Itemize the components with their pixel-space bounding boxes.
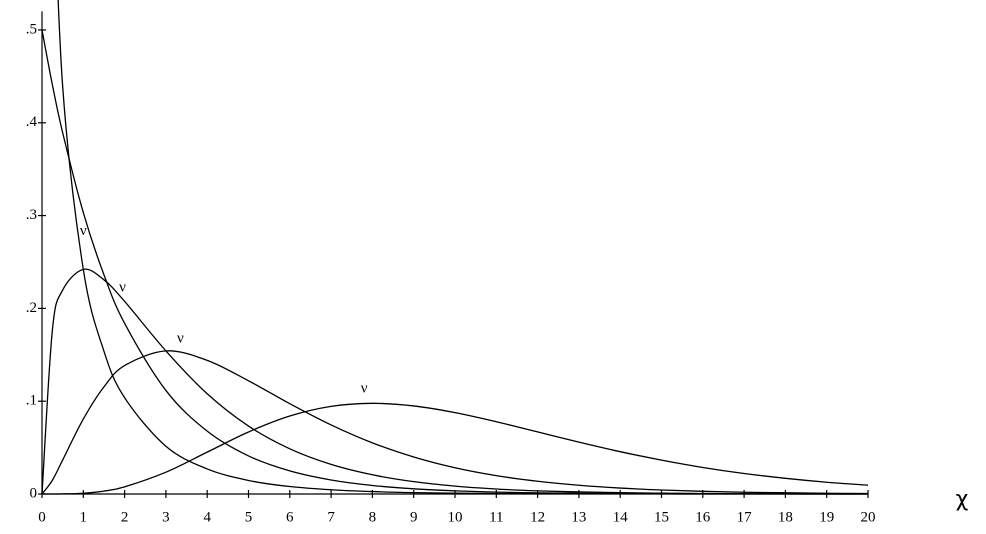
x-tick-label: 9 — [410, 509, 418, 525]
x-axis-label: χ — [956, 487, 969, 512]
x-tick-label: 3 — [162, 509, 170, 525]
x-tick-label: 20 — [861, 509, 876, 525]
curve — [42, 30, 868, 494]
y-tick-label: .5 — [26, 21, 37, 37]
x-tick-label: 19 — [819, 509, 834, 525]
x-tick-label: 2 — [121, 509, 129, 525]
x-tick-label: 12 — [530, 509, 545, 525]
curve — [52, 0, 868, 494]
x-tick-label: 7 — [327, 509, 335, 525]
x-tick-label: 15 — [654, 509, 669, 525]
x-tick-label: 14 — [613, 509, 629, 525]
y-tick-label: .1 — [26, 393, 37, 409]
x-tick-label: 6 — [286, 509, 294, 525]
curve-annotation: ν — [119, 279, 126, 295]
y-tick-label: .4 — [26, 114, 38, 130]
x-tick-label: 13 — [571, 509, 586, 525]
y-tick-label: .2 — [26, 300, 37, 316]
x-tick-label: 17 — [737, 509, 753, 525]
chart: χ 012345678910111213141516171819200.1.2.… — [0, 0, 986, 529]
x-tick-label: 4 — [203, 509, 211, 525]
x-tick-label: 11 — [489, 509, 503, 525]
curve — [42, 403, 868, 494]
curve-annotation: ν — [361, 381, 368, 397]
curve — [42, 269, 868, 494]
x-tick-label: 10 — [448, 509, 463, 525]
y-tick-label: .3 — [26, 207, 37, 223]
x-tick-label: 1 — [80, 509, 88, 525]
page: {"chart_data": {"type": "line", "x": [0,… — [0, 0, 986, 529]
x-tick-label: 8 — [369, 509, 377, 525]
x-tick-label: 0 — [38, 509, 46, 525]
y-tick-label: 0 — [30, 485, 38, 501]
x-tick-label: 16 — [695, 509, 711, 525]
x-tick-label: 5 — [245, 509, 253, 525]
plot-area — [42, 0, 868, 494]
curve-annotation: ν — [177, 330, 184, 346]
curve-annotation: ν — [80, 223, 87, 239]
x-tick-label: 18 — [778, 509, 793, 525]
